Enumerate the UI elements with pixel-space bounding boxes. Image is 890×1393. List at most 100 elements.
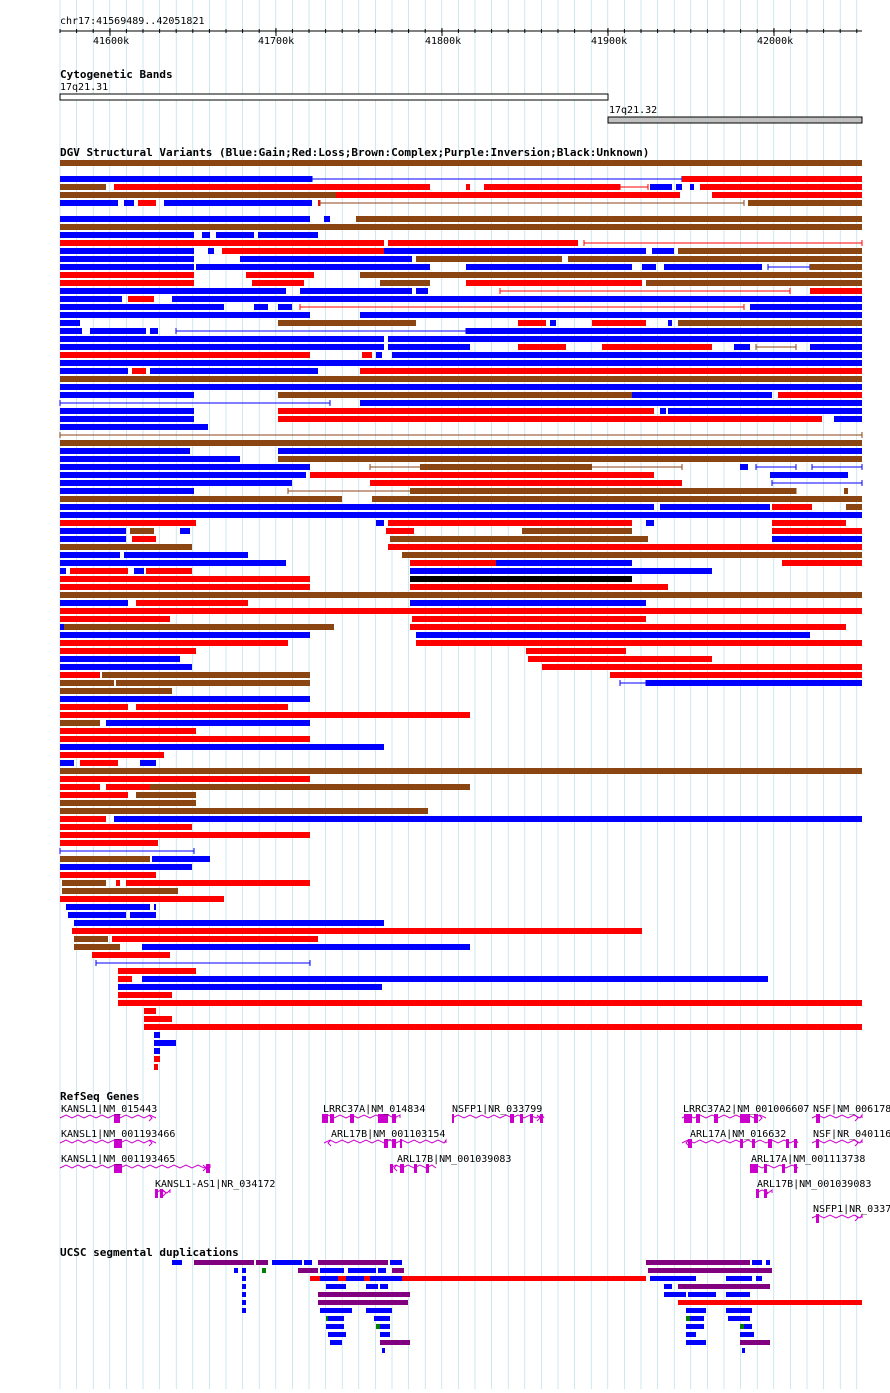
dgv-variant[interactable] — [646, 280, 862, 286]
segdup-feature[interactable] — [172, 1260, 182, 1265]
dgv-variant[interactable] — [60, 520, 196, 526]
segdup-feature[interactable] — [688, 1292, 716, 1297]
dgv-variant[interactable] — [384, 248, 646, 254]
dgv-variant[interactable] — [390, 536, 648, 542]
dgv-variant[interactable] — [258, 232, 318, 238]
gene-model[interactable] — [811, 1138, 863, 1148]
gene-exon[interactable] — [118, 1114, 120, 1123]
dgv-variant[interactable] — [60, 608, 862, 614]
gene-models[interactable] — [59, 1113, 863, 1223]
dgv-variant[interactable] — [60, 408, 194, 414]
dgv-variant[interactable] — [318, 200, 320, 206]
dgv-variant[interactable] — [60, 464, 310, 470]
dgv-variant[interactable] — [60, 488, 194, 494]
dgv-variant[interactable] — [154, 1032, 160, 1038]
dgv-variant[interactable] — [60, 856, 150, 862]
gene-exon[interactable] — [816, 1139, 819, 1148]
dgv-variant[interactable] — [376, 520, 384, 526]
segdup-feature[interactable] — [262, 1268, 266, 1273]
segdup-feature[interactable] — [272, 1260, 302, 1265]
dgv-variant[interactable] — [60, 376, 862, 382]
dgv-variant[interactable] — [116, 680, 310, 686]
segdup-feature[interactable] — [648, 1268, 772, 1273]
dgv-variant[interactable] — [142, 976, 768, 982]
dgv-variant[interactable] — [60, 480, 292, 486]
gene-exon[interactable] — [756, 1189, 759, 1198]
dgv-variant[interactable] — [60, 424, 208, 430]
dgv-variant[interactable] — [132, 368, 146, 374]
dgv-variant[interactable] — [60, 392, 194, 398]
dgv-variant[interactable] — [114, 816, 862, 822]
dgv-variant[interactable] — [136, 792, 196, 798]
gene-exon[interactable] — [350, 1114, 354, 1123]
dgv-variant[interactable] — [60, 224, 862, 230]
gene-exon[interactable] — [114, 1114, 120, 1123]
segdup-feature[interactable] — [242, 1284, 246, 1289]
dgv-variant[interactable] — [772, 528, 862, 534]
dgv-variant[interactable] — [466, 280, 642, 286]
dgv-variant[interactable] — [60, 800, 196, 806]
dgv-variant[interactable] — [60, 296, 122, 302]
dgv-variant[interactable] — [126, 880, 310, 886]
segdup-feature[interactable] — [664, 1284, 672, 1289]
dgv-variant[interactable] — [60, 544, 192, 550]
segdup-feature[interactable] — [326, 1284, 346, 1289]
segdup-feature[interactable] — [766, 1260, 770, 1265]
dgv-variant[interactable] — [60, 472, 306, 478]
dgv-variant[interactable] — [522, 528, 632, 534]
dgv-variant[interactable] — [60, 248, 194, 254]
dgv-variant[interactable] — [118, 976, 132, 982]
dgv-variant[interactable] — [124, 200, 134, 206]
dgv-variant[interactable] — [60, 568, 66, 574]
gene-exon[interactable] — [740, 1114, 750, 1123]
gene-model[interactable] — [389, 1164, 437, 1173]
dgv-variant[interactable] — [118, 968, 196, 974]
dgv-variant[interactable] — [60, 728, 196, 734]
gene-exon[interactable] — [400, 1139, 402, 1148]
dgv-variant[interactable] — [60, 512, 862, 518]
dgv-variant[interactable] — [60, 808, 428, 814]
segdup-feature[interactable] — [194, 1260, 254, 1265]
dgv-variant[interactable] — [60, 344, 384, 350]
dgv-variant[interactable] — [60, 760, 74, 766]
dgv-variant[interactable] — [542, 664, 862, 670]
dgv-variant[interactable] — [74, 920, 384, 926]
dgv-variant[interactable] — [150, 784, 470, 790]
dgv-variant[interactable] — [132, 536, 156, 542]
dgv-variant[interactable] — [106, 720, 310, 726]
dgv-variant[interactable] — [136, 600, 248, 606]
gene-exon[interactable] — [392, 1139, 396, 1148]
dgv-variant[interactable] — [772, 504, 812, 510]
dgv-variant[interactable] — [154, 1056, 160, 1062]
dgv-variant[interactable] — [676, 184, 682, 190]
dgv-variant[interactable] — [410, 624, 846, 630]
gene-exon[interactable] — [510, 1114, 514, 1123]
gene-exon[interactable] — [400, 1164, 404, 1173]
segdup-feature[interactable] — [686, 1324, 704, 1329]
segdup-feature[interactable] — [756, 1276, 762, 1281]
dgv-variant[interactable] — [782, 560, 862, 566]
segdup-feature[interactable] — [752, 1260, 762, 1265]
dgv-variant[interactable] — [114, 184, 430, 190]
dgv-variant[interactable] — [60, 656, 180, 662]
dgv-variant[interactable] — [60, 304, 224, 310]
dgv-variant[interactable] — [362, 352, 372, 358]
dgv-variant[interactable] — [60, 824, 192, 830]
dgv-variant[interactable] — [376, 352, 382, 358]
gene-exon[interactable] — [764, 1164, 767, 1173]
dgv-variant[interactable] — [60, 680, 114, 686]
gene-model[interactable] — [451, 1114, 545, 1123]
dgv-variant[interactable] — [60, 776, 310, 782]
dgv-variant[interactable] — [60, 624, 64, 630]
segdup-feature[interactable] — [742, 1348, 745, 1353]
segdup-feature[interactable] — [328, 1316, 344, 1321]
dgv-variant[interactable] — [62, 880, 106, 886]
gene-exon[interactable] — [816, 1114, 820, 1123]
dgv-variant[interactable] — [300, 288, 412, 294]
segdup-feature[interactable] — [242, 1268, 246, 1273]
dgv-variant[interactable] — [60, 576, 310, 582]
dgv-variant[interactable] — [388, 544, 862, 550]
dgv-variant[interactable] — [380, 280, 430, 286]
dgv-variant[interactable] — [60, 840, 158, 846]
dgv-variant[interactable] — [602, 344, 712, 350]
